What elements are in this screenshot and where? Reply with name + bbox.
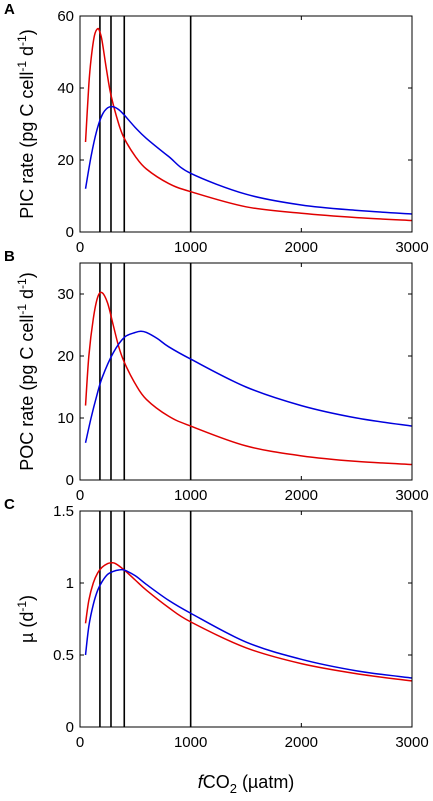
panel-C: 0 1000 2000 3000 0 0.5 1 1.5 Cµ (d-1) bbox=[4, 496, 429, 751]
y-axis-label: µ (d-1) bbox=[15, 595, 37, 643]
axes-frame bbox=[79, 262, 413, 481]
y-tick-label: 20 bbox=[57, 348, 74, 365]
y-axis-label: POC rate (pg C cell-1 d-1) bbox=[15, 272, 37, 470]
panel-label: C bbox=[4, 496, 15, 513]
x-tick-label: 2000 bbox=[285, 487, 318, 504]
x-tick-label: 2000 bbox=[285, 239, 318, 256]
axes-frame bbox=[79, 510, 413, 728]
y-tick-label: 0 bbox=[66, 224, 74, 241]
series-line-2 bbox=[84, 568, 413, 679]
y-tick-label: 40 bbox=[57, 80, 74, 97]
x-tick-label: 1000 bbox=[174, 734, 207, 751]
y-tick-label: 0 bbox=[66, 472, 74, 489]
x-axis-label: fCO2 (µatm) bbox=[198, 772, 295, 796]
x-tick-label: 3000 bbox=[395, 487, 428, 504]
y-axis-label: PIC rate (pg C cell-1 d-1) bbox=[15, 29, 37, 218]
series-line-1 bbox=[84, 291, 413, 466]
y-tick-label: 10 bbox=[57, 410, 74, 427]
y-tick-label: 0 bbox=[66, 719, 74, 736]
x-tick-label: 0 bbox=[76, 734, 84, 751]
panel-label: B bbox=[4, 248, 15, 265]
y-tick-label: 1.5 bbox=[53, 503, 74, 520]
x-tick-label: 1000 bbox=[174, 239, 207, 256]
x-tick-label: 0 bbox=[76, 239, 84, 256]
y-tick-label: 0.5 bbox=[53, 647, 74, 664]
y-tick-label: 20 bbox=[57, 152, 74, 169]
x-tick-label: 2000 bbox=[285, 734, 318, 751]
series-line-2 bbox=[84, 105, 413, 215]
series-line-1 bbox=[84, 562, 413, 682]
axes-frame bbox=[79, 15, 413, 233]
panel-label: A bbox=[4, 1, 15, 18]
series-line-1 bbox=[84, 27, 413, 222]
x-tick-label: 0 bbox=[76, 487, 84, 504]
y-tick-label: 60 bbox=[57, 8, 74, 25]
x-tick-label: 3000 bbox=[395, 239, 428, 256]
y-tick-label: 30 bbox=[57, 286, 74, 303]
x-tick-label: 1000 bbox=[174, 487, 207, 504]
series-line-2 bbox=[84, 330, 413, 443]
x-tick-label: 3000 bbox=[395, 734, 428, 751]
y-tick-label: 1 bbox=[66, 575, 74, 592]
